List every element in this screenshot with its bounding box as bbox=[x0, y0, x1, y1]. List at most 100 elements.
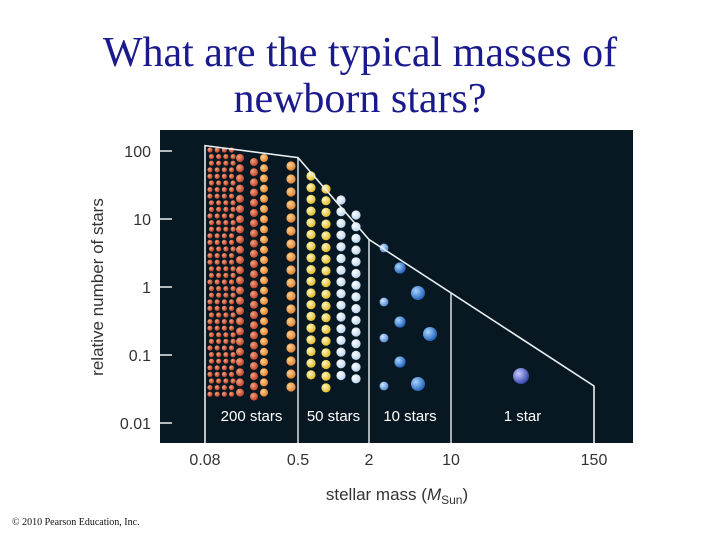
star-dot bbox=[336, 218, 346, 228]
star-dot bbox=[306, 276, 316, 286]
star-dot bbox=[321, 254, 331, 264]
star-dot bbox=[336, 230, 346, 240]
star-dot bbox=[214, 305, 220, 311]
star-dot bbox=[250, 362, 258, 370]
slide-title: What are the typical masses of newborn s… bbox=[0, 30, 720, 122]
star-dot bbox=[208, 220, 215, 226]
star-dot bbox=[250, 209, 258, 217]
x-tick-label: 150 bbox=[581, 452, 608, 469]
star-dot bbox=[223, 272, 229, 278]
star-dot bbox=[223, 378, 229, 384]
star-dot bbox=[250, 341, 258, 350]
group-label: 1 star bbox=[504, 408, 542, 425]
star-dot bbox=[423, 327, 437, 341]
star-dot bbox=[221, 305, 227, 311]
star-dot bbox=[321, 242, 331, 253]
star-dot bbox=[250, 239, 258, 248]
star-dot bbox=[214, 233, 220, 239]
star-dot bbox=[223, 266, 229, 272]
star-dot bbox=[229, 239, 235, 245]
x-axis-title: stellar mass (MSun) bbox=[326, 485, 468, 507]
star-dot bbox=[351, 350, 361, 360]
star-dot bbox=[260, 347, 268, 356]
star-dot bbox=[229, 299, 235, 305]
star-dot bbox=[321, 266, 331, 276]
star-dot bbox=[260, 337, 268, 346]
star-dot bbox=[260, 215, 268, 224]
star-dot bbox=[223, 352, 229, 358]
star-dot bbox=[306, 241, 316, 251]
star-dot bbox=[229, 391, 235, 397]
star-dot bbox=[286, 330, 296, 340]
star-dot bbox=[230, 338, 236, 344]
star-dot bbox=[208, 226, 215, 232]
star-dot bbox=[260, 317, 268, 326]
star-dot bbox=[207, 299, 213, 305]
star-dot bbox=[236, 215, 244, 224]
star-dot bbox=[221, 239, 227, 245]
star-dot bbox=[336, 277, 346, 287]
star-dot bbox=[250, 331, 258, 340]
star-dot bbox=[306, 229, 316, 240]
star-dot bbox=[236, 317, 244, 326]
y-tick-label: 0.01 bbox=[120, 416, 151, 433]
star-dot bbox=[230, 378, 236, 384]
star-dot bbox=[214, 385, 220, 391]
star-dot bbox=[208, 358, 215, 364]
star-dot bbox=[286, 174, 296, 184]
star-dot bbox=[411, 377, 425, 391]
star-dot bbox=[236, 327, 244, 336]
star-dot bbox=[229, 325, 235, 331]
star-dot bbox=[321, 359, 331, 370]
star-dot bbox=[250, 260, 258, 268]
star-dot bbox=[214, 299, 220, 305]
star-dot bbox=[216, 272, 222, 278]
star-dot bbox=[306, 171, 316, 181]
star-dot bbox=[250, 198, 258, 207]
star-dot bbox=[230, 272, 236, 278]
star-dot bbox=[260, 194, 268, 203]
star-dot bbox=[260, 235, 268, 244]
star-dot bbox=[260, 327, 268, 336]
star-dot bbox=[216, 160, 222, 166]
star-dot bbox=[379, 297, 389, 307]
star-dot bbox=[229, 385, 235, 391]
star-dot bbox=[336, 335, 346, 345]
star-dot bbox=[321, 207, 331, 217]
star-dot bbox=[336, 242, 346, 252]
star-dot bbox=[351, 245, 361, 255]
star-dot bbox=[207, 239, 213, 245]
star-dot bbox=[208, 206, 215, 212]
star-dot bbox=[214, 371, 220, 377]
star-dot bbox=[208, 312, 215, 318]
star-dot bbox=[250, 158, 258, 166]
star-dot bbox=[351, 268, 361, 279]
star-dot bbox=[236, 347, 244, 356]
star-dot bbox=[230, 292, 236, 298]
star-dot bbox=[250, 188, 258, 197]
star-dot bbox=[236, 337, 244, 346]
star-dot bbox=[207, 391, 213, 397]
star-dot bbox=[286, 252, 296, 262]
star-dot bbox=[221, 279, 227, 285]
star-dot bbox=[336, 324, 346, 334]
star-dot bbox=[351, 327, 361, 337]
star-dot bbox=[250, 168, 258, 177]
star-dot bbox=[229, 345, 235, 351]
star-dot bbox=[351, 233, 361, 243]
envelope-line bbox=[204, 144, 595, 443]
star-dot bbox=[221, 319, 227, 325]
star-dot bbox=[207, 173, 213, 179]
star-dot bbox=[236, 205, 244, 213]
star-dot bbox=[260, 276, 268, 285]
star-dot bbox=[286, 265, 296, 275]
star-dot bbox=[208, 338, 215, 344]
star-dot bbox=[214, 193, 220, 199]
group-label: 10 stars bbox=[383, 408, 436, 425]
star-dot bbox=[230, 180, 236, 186]
star-dot bbox=[221, 299, 227, 305]
star-dot bbox=[260, 388, 268, 397]
star-dot bbox=[236, 235, 244, 244]
star-dot bbox=[214, 325, 220, 331]
